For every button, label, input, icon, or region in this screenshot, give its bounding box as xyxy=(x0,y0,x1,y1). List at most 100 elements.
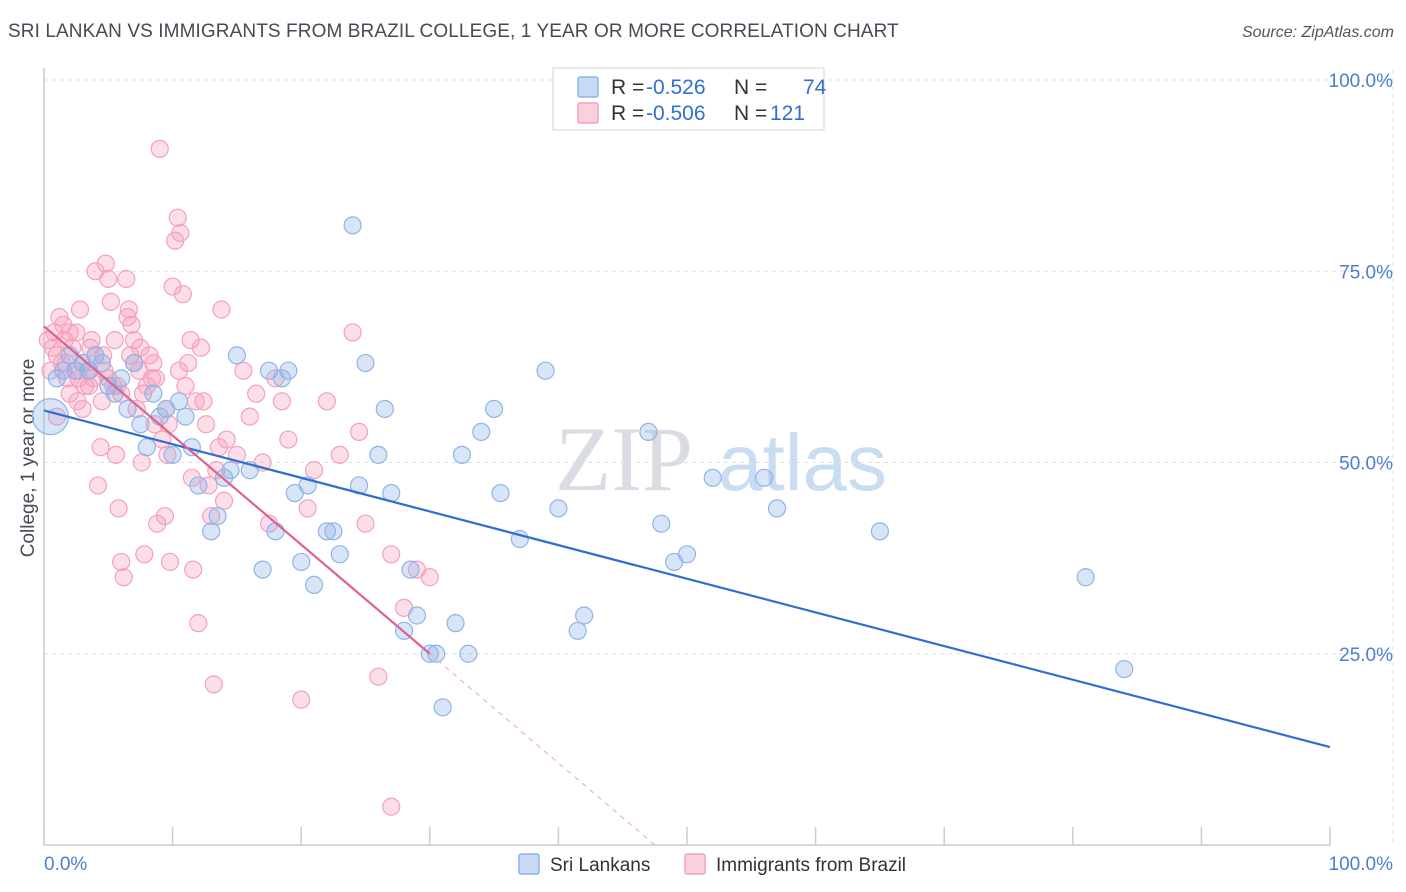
data-point xyxy=(369,667,388,686)
data-point xyxy=(343,216,362,235)
data-point xyxy=(304,461,324,480)
data-point xyxy=(755,468,774,487)
x-tick-label-left: 0.0% xyxy=(44,854,87,875)
data-point xyxy=(639,422,658,441)
data-point xyxy=(96,254,115,273)
data-point xyxy=(703,468,722,487)
data-point xyxy=(317,392,337,411)
data-point xyxy=(181,331,200,350)
data-point xyxy=(124,353,144,373)
data-point xyxy=(202,506,221,526)
legend-swatch-immigrants-from-brazil xyxy=(577,102,599,124)
data-point xyxy=(330,545,349,564)
legend-n-value-1: 74 xyxy=(803,76,827,99)
legend-r-label-2: R = xyxy=(611,102,644,125)
data-point xyxy=(324,522,343,541)
data-point xyxy=(298,499,317,518)
data-point xyxy=(575,606,594,625)
data-point xyxy=(1076,568,1095,587)
data-point xyxy=(317,522,337,541)
data-point xyxy=(369,445,388,464)
data-point xyxy=(168,208,187,227)
watermark-atlas: atlas xyxy=(718,418,887,507)
data-point xyxy=(491,484,510,503)
legend-n-value-2: 121 xyxy=(770,102,805,125)
data-point xyxy=(146,369,165,388)
data-point xyxy=(169,361,189,380)
bottom-legend-swatch-immigrants-from-brazil xyxy=(684,853,706,875)
data-point xyxy=(105,331,124,350)
data-point xyxy=(253,560,272,579)
data-point xyxy=(117,269,136,288)
data-point xyxy=(137,438,156,457)
data-point xyxy=(292,690,311,709)
data-point xyxy=(375,399,394,419)
data-point xyxy=(82,331,101,350)
data-point xyxy=(356,514,375,533)
data-point xyxy=(356,353,375,373)
data-point xyxy=(163,445,182,464)
data-point xyxy=(446,614,465,633)
data-point xyxy=(171,223,190,243)
data-point xyxy=(144,353,163,373)
data-point xyxy=(382,797,401,816)
data-point xyxy=(221,461,240,480)
data-point xyxy=(279,361,298,380)
data-point xyxy=(92,353,111,373)
data-point xyxy=(247,384,266,403)
data-point xyxy=(176,407,195,426)
data-point xyxy=(112,552,131,572)
data-point xyxy=(207,461,226,480)
data-point xyxy=(536,361,555,380)
data-point xyxy=(279,430,298,449)
data-point xyxy=(99,269,118,288)
data-point xyxy=(142,369,162,388)
data-point xyxy=(184,560,203,579)
legend-r-value-1: -0.526 xyxy=(646,76,706,99)
data-point xyxy=(67,323,86,342)
data-point xyxy=(433,698,452,717)
data-point xyxy=(485,399,504,419)
data-point xyxy=(199,476,218,495)
data-point xyxy=(652,514,671,533)
data-point xyxy=(101,292,120,311)
data-point xyxy=(452,445,472,464)
legend-swatch-sri-lankans xyxy=(577,76,599,98)
data-point xyxy=(132,453,151,472)
y-tick-label: 50.0% xyxy=(1339,454,1393,475)
data-point xyxy=(194,392,213,411)
stats-legend: R = -0.526 N = 74 R = -0.506 N = 121 xyxy=(552,67,827,131)
bottom-legend: Sri Lankans Immigrants from Brazil xyxy=(518,853,906,876)
trend-line-sri-lankans xyxy=(43,409,1331,749)
data-point xyxy=(133,384,153,403)
data-point xyxy=(191,338,210,357)
data-point xyxy=(204,675,223,694)
data-point xyxy=(176,376,195,396)
chart-title: SRI LANKAN VS IMMIGRANTS FROM BRAZIL COL… xyxy=(8,21,899,42)
data-point xyxy=(88,476,108,495)
data-point xyxy=(148,514,167,533)
data-point xyxy=(94,346,113,365)
series-immigrants-from-brazil xyxy=(38,139,439,816)
y-tick-label: 100.0% xyxy=(1329,71,1394,92)
data-point xyxy=(401,560,420,579)
bottom-legend-swatch-sri-lankans xyxy=(518,853,540,875)
data-point xyxy=(420,568,439,587)
data-point xyxy=(163,277,182,296)
y-tick-labels: 100.0% 75.0% 50.0% 25.0% xyxy=(1329,71,1394,666)
data-point xyxy=(79,376,99,396)
data-point xyxy=(91,438,110,457)
trend-line-immigrants-from-brazil xyxy=(43,325,431,655)
data-point xyxy=(160,552,180,572)
data-point xyxy=(118,308,137,327)
axes xyxy=(43,68,1331,846)
data-point xyxy=(292,552,311,572)
data-point xyxy=(112,369,131,388)
data-point xyxy=(169,392,189,411)
data-point xyxy=(158,445,177,464)
legend-r-label-1: R = xyxy=(611,76,644,99)
data-point xyxy=(459,644,478,663)
data-point xyxy=(150,139,169,158)
data-point xyxy=(73,399,92,419)
